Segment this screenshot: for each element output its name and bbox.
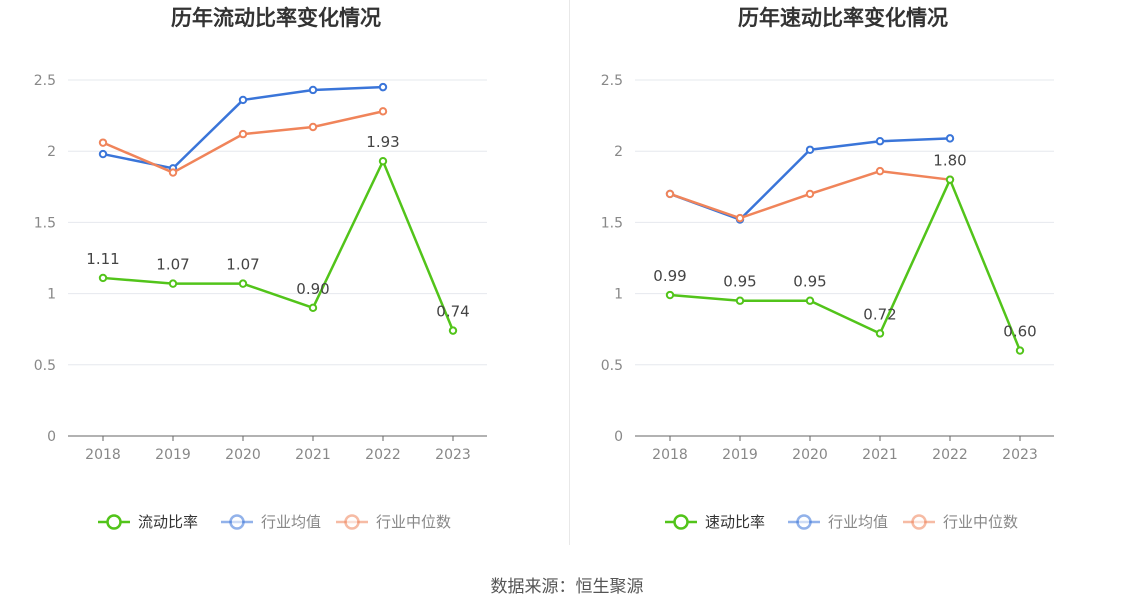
data-point[interactable]: [98, 138, 108, 147]
y-tick-label: 2.5: [34, 73, 56, 89]
data-label: 0.90: [296, 280, 329, 298]
y-tick-label: 0.5: [34, 358, 56, 374]
data-point[interactable]: [238, 279, 248, 288]
y-tick-label: 1: [47, 287, 56, 303]
y-tick-label: 0: [47, 429, 56, 445]
data-point[interactable]: [238, 95, 248, 105]
data-label: 0.95: [723, 273, 756, 291]
y-tick-label: 2.5: [601, 73, 623, 89]
data-point[interactable]: [378, 82, 388, 92]
x-tick-label: 2023: [435, 447, 471, 463]
legend-item[interactable]: 行业中位数: [903, 513, 1018, 531]
chart-divider: [569, 0, 570, 545]
y-tick-label: 1.5: [601, 215, 623, 231]
data-point[interactable]: [875, 137, 885, 146]
data-point[interactable]: [735, 213, 745, 223]
data-label: 0.95: [793, 273, 826, 291]
legend-label: 流动比率: [138, 513, 198, 531]
legend-label: 行业中位数: [376, 513, 451, 531]
x-tick-label: 2018: [85, 447, 121, 463]
legend-label: 行业均值: [828, 513, 888, 531]
data-point[interactable]: [168, 168, 178, 177]
x-tick-label: 2023: [1002, 447, 1038, 463]
data-point[interactable]: [378, 156, 388, 166]
data-point[interactable]: [378, 107, 388, 116]
y-tick-label: 1: [614, 287, 623, 303]
data-label: 1.80: [933, 152, 966, 170]
legend-marker: [911, 514, 927, 530]
data-point[interactable]: [665, 290, 675, 300]
legend-marker: [796, 514, 812, 530]
chart-title: 历年速动比率变化情况: [738, 6, 948, 30]
data-point[interactable]: [805, 189, 815, 199]
chart-title: 历年流动比率变化情况: [171, 6, 381, 30]
y-tick-label: 0.5: [601, 358, 623, 374]
data-label: 1.11: [86, 250, 119, 268]
legend-marker: [106, 514, 122, 530]
data-point[interactable]: [1015, 346, 1025, 355]
data-point[interactable]: [945, 175, 955, 184]
data-point[interactable]: [308, 303, 318, 313]
x-tick-label: 2022: [932, 447, 968, 463]
legend-item[interactable]: 速动比率: [665, 513, 765, 531]
data-point[interactable]: [238, 129, 248, 139]
x-tick-label: 2019: [155, 447, 191, 463]
y-tick-label: 0: [614, 429, 623, 445]
data-point[interactable]: [448, 326, 458, 335]
y-tick-label: 2: [614, 144, 623, 160]
data-label: 1.07: [156, 256, 189, 274]
x-tick-label: 2021: [295, 447, 331, 463]
data-point[interactable]: [98, 149, 108, 159]
legend-label: 行业均值: [261, 513, 321, 531]
data-point[interactable]: [665, 189, 675, 199]
legend-item[interactable]: 行业均值: [221, 513, 321, 531]
data-label: 0.74: [436, 303, 469, 321]
legend-marker: [229, 514, 245, 530]
data-label: 0.99: [653, 267, 686, 285]
left-chart: 历年流动比率变化情况 0 0.5 1 1.5 2 2.5 2018 2019 2020 2021 20…: [34, 6, 487, 531]
x-tick-label: 2021: [862, 447, 898, 463]
data-label: 1.93: [366, 133, 399, 151]
data-label: 1.07: [226, 256, 259, 274]
data-label: 0.72: [863, 305, 896, 323]
x-tick-label: 2019: [722, 447, 758, 463]
x-tick-label: 2018: [652, 447, 688, 463]
data-point[interactable]: [168, 279, 178, 288]
legend-marker: [673, 514, 689, 530]
series-line: [102, 159, 455, 332]
series-line: [669, 178, 1022, 352]
legend-marker: [344, 514, 360, 530]
right-chart: 历年速动比率变化情况 0 0.5 1 1.5 2 2.5 2018 2019 2020 2021 20…: [601, 6, 1054, 531]
x-tick-label: 2022: [365, 447, 401, 463]
legend-item[interactable]: 流动比率: [98, 513, 198, 531]
y-tick-label: 2: [47, 144, 56, 160]
y-tick-label: 1.5: [34, 215, 56, 231]
data-label: 0.60: [1003, 323, 1036, 341]
x-tick-label: 2020: [792, 447, 828, 463]
data-source: 数据来源：恒生聚源: [490, 577, 644, 597]
data-point[interactable]: [805, 296, 815, 305]
data-point[interactable]: [308, 85, 318, 95]
data-point[interactable]: [945, 134, 955, 143]
data-point[interactable]: [308, 122, 318, 132]
legend-item[interactable]: 行业中位数: [336, 513, 451, 531]
data-point[interactable]: [875, 166, 885, 176]
data-point[interactable]: [735, 296, 745, 305]
data-point[interactable]: [875, 329, 885, 338]
legend-label: 速动比率: [705, 513, 765, 531]
legend-item[interactable]: 行业均值: [788, 513, 888, 531]
data-point[interactable]: [98, 273, 108, 283]
x-tick-label: 2020: [225, 447, 261, 463]
legend-label: 行业中位数: [943, 513, 1018, 531]
data-point[interactable]: [805, 145, 815, 154]
